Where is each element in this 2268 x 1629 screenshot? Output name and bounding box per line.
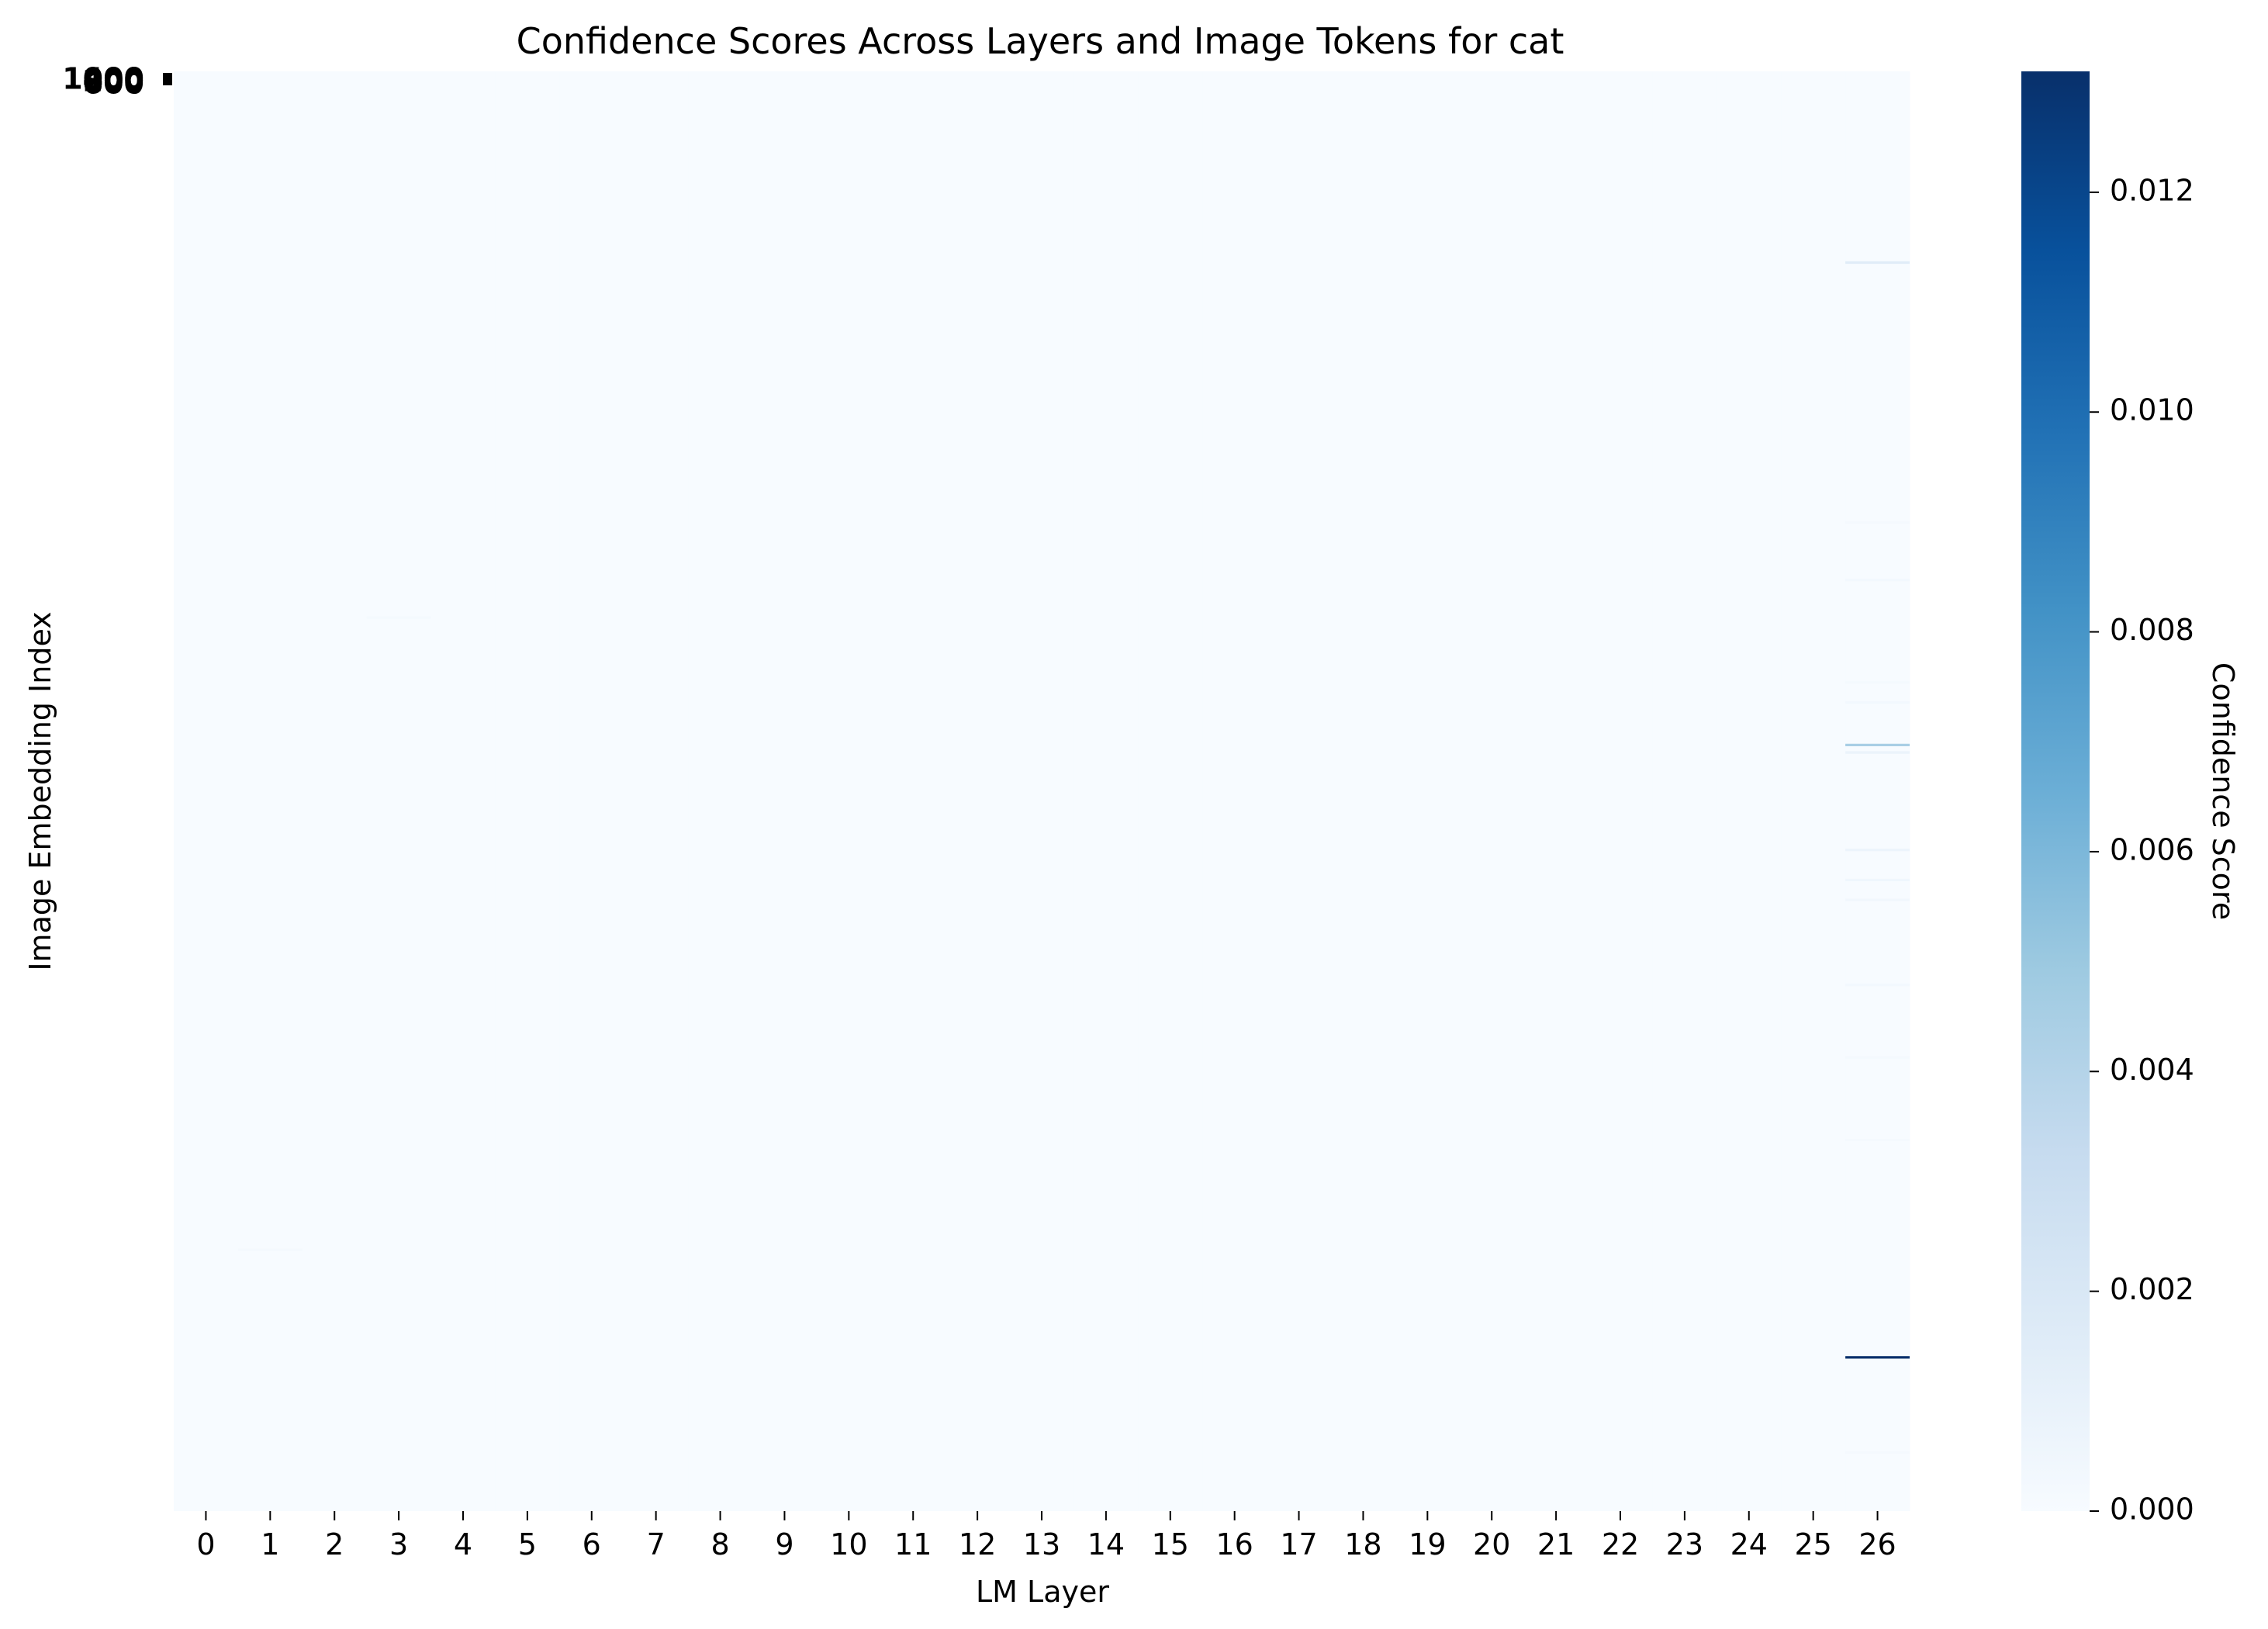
x-tick-label: 14 [1087,1527,1125,1562]
x-axis-label: LM Layer [976,1575,1109,1609]
heatmap-cell [1845,1056,1910,1059]
heatmap-cell [1845,878,1910,881]
x-axis-ticks: 0 1 2 3 4 5 6 7 8 9 10 11 12 13 14 15 16 17 18 19 20 21 22 23 24… [196,1511,1896,1562]
heatmap-column-layer-4 [430,71,496,1511]
x-tick-label: 7 [647,1527,666,1562]
x-tick-label: 19 [1409,1527,1446,1562]
heatmap-cell [366,616,431,619]
heatmap-cell [1845,898,1910,901]
heatmap-cell [1845,984,1910,987]
heatmap-column-layer-8 [688,71,753,1511]
heatmap-cell [1845,521,1910,524]
x-tick-label: 4 [454,1527,472,1562]
x-tick-label: 25 [1794,1527,1831,1562]
colorbar-tick-label: 0.004 [2110,1053,2194,1087]
x-tick-label: 24 [1730,1527,1768,1562]
heatmap-column-layer-11 [880,71,946,1511]
x-tick-label: 15 [1152,1527,1189,1562]
heatmap-column-layer-1 [237,71,303,1511]
x-tick-label: 20 [1473,1527,1510,1562]
heatmap-cell [1845,1356,1910,1359]
y-tick-label: 200 [83,64,144,99]
heatmap-column-layer-0 [174,71,239,1511]
x-tick-label: 5 [518,1527,537,1562]
y-tick-label: 800 [83,64,144,99]
heatmap-column-layer-15 [1138,71,1203,1511]
heatmap-column-layer-10 [816,71,882,1511]
colorbar-tick-label: 0.000 [2110,1492,2194,1527]
heatmap-column-layer-3 [366,71,432,1511]
x-tick-label: 26 [1858,1527,1896,1562]
heatmap-column-layer-7 [624,71,689,1511]
heatmap-column-layer-2 [302,71,368,1511]
x-tick-label: 16 [1215,1527,1253,1562]
x-tick-label: 21 [1537,1527,1575,1562]
heatmap-column-layer-14 [1073,71,1139,1511]
heatmap-cell [1845,849,1910,852]
x-tick-label: 6 [583,1527,601,1562]
x-tick-label: 23 [1666,1527,1703,1562]
x-tick-label: 9 [775,1527,793,1562]
heatmap-cell [237,1248,303,1251]
heatmap-cell [1845,701,1910,704]
y-tick-label: 600 [83,67,144,101]
colorbar-gradient [2021,71,2090,1511]
y-tick-marks [163,73,172,85]
x-tick-label: 17 [1280,1527,1317,1562]
colorbar-tick-label: 0.002 [2110,1272,2194,1306]
heatmap-column-layer-13 [1009,71,1074,1511]
heatmap-column-layer-21 [1523,71,1589,1511]
x-tick-label: 8 [710,1527,729,1562]
colorbar-tick-label: 0.012 [2110,173,2194,207]
heatmap-column-layer-9 [752,71,818,1511]
heatmap-column-layer-25 [1781,71,1846,1511]
heatmap-column-layer-24 [1717,71,1782,1511]
heatmap-cell [1845,1451,1910,1454]
y-tick-label: 0 [126,67,144,101]
heatmap-cell [1845,579,1910,582]
heatmap-column-layer-26 [1845,71,1910,1511]
x-tick-label: 11 [894,1527,932,1562]
heatmap-column-layer-6 [559,71,624,1511]
heatmap-area [174,71,1910,1511]
heatmap-cell [1845,681,1910,684]
heatmap-column-layer-12 [945,71,1011,1511]
colorbar: 0.000 0.002 0.004 0.006 0.008 0.010 0.012 [2021,71,2194,1527]
y-tick-label: 400 [83,62,144,96]
chart-title: Confidence Scores Across Layers and Imag… [516,20,1564,62]
colorbar-tick-label: 0.010 [2110,393,2194,427]
heatmap-column-layer-19 [1395,71,1461,1511]
x-tick-label: 2 [325,1527,344,1562]
x-tick-label: 22 [1602,1527,1639,1562]
heatmap-column-layer-23 [1652,71,1717,1511]
x-tick-label: 12 [959,1527,996,1562]
heatmap-column-layer-17 [1267,71,1332,1511]
colorbar-tick-label: 0.008 [2110,613,2194,647]
heatmap-cell [1845,751,1910,754]
heatmap-column-layer-20 [1459,71,1525,1511]
heatmap-column-layer-5 [495,71,560,1511]
heatmap-column-layer-18 [1331,71,1396,1511]
x-tick-label: 3 [389,1527,408,1562]
x-tick-label: 13 [1023,1527,1060,1562]
heatmap-column-layer-16 [1202,71,1267,1511]
x-tick-label: 1 [261,1527,279,1562]
heatmap-cell [1845,743,1910,746]
colorbar-tick-label: 0.006 [2110,832,2194,866]
x-tick-label: 10 [830,1527,867,1562]
y-tick-label: 1000 [62,62,144,96]
x-tick-label: 0 [196,1527,215,1562]
heatmap-cell [1845,261,1910,265]
heatmap-column-layer-22 [1588,71,1653,1511]
x-tick-label: 18 [1344,1527,1381,1562]
heatmap-cell [1845,1138,1910,1142]
